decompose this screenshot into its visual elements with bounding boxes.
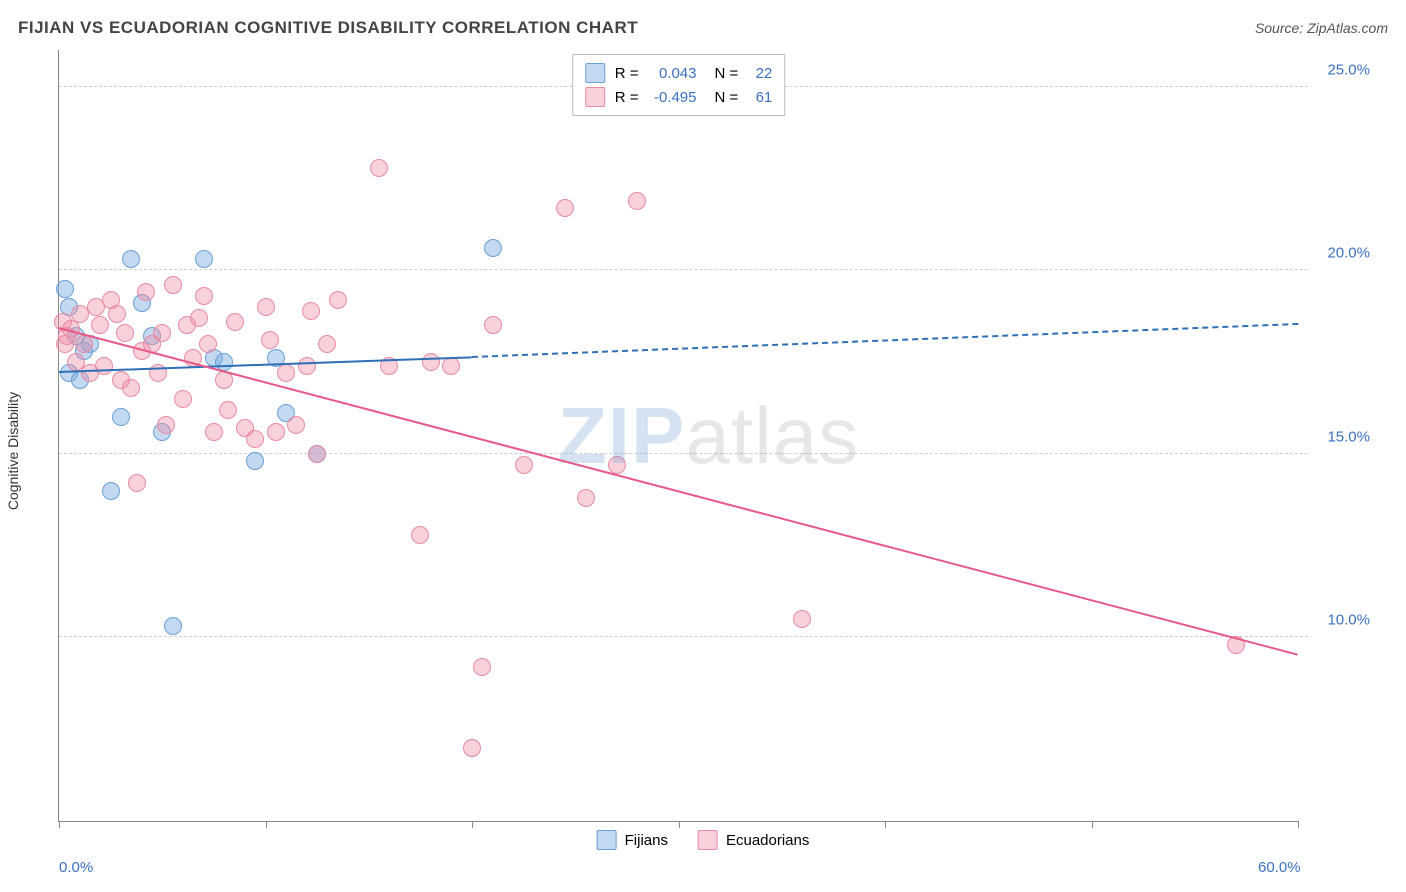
x-tick: [266, 821, 267, 828]
x-tick-label: 0.0%: [59, 859, 93, 876]
x-tick: [472, 821, 473, 828]
data-point: [195, 287, 213, 305]
trendline: [472, 323, 1298, 358]
data-point: [302, 302, 320, 320]
data-point: [318, 335, 336, 353]
data-point: [442, 357, 460, 375]
data-point: [164, 617, 182, 635]
data-point: [137, 283, 155, 301]
data-point: [484, 239, 502, 257]
data-point: [422, 353, 440, 371]
data-point: [463, 739, 481, 757]
data-point: [205, 423, 223, 441]
x-tick: [1298, 821, 1299, 828]
legend-row-fijians: R = 0.043 N = 22: [585, 61, 773, 85]
data-point: [71, 305, 89, 323]
data-point: [56, 335, 74, 353]
swatch-ecuadorians: [585, 87, 605, 107]
data-point: [246, 430, 264, 448]
gridline: [59, 269, 1308, 270]
x-tick-label: 60.0%: [1258, 859, 1301, 876]
n-value-fijians: 22: [748, 65, 772, 82]
data-point: [153, 324, 171, 342]
data-point: [370, 159, 388, 177]
x-tick: [59, 821, 60, 828]
data-point: [577, 489, 595, 507]
chart-title: FIJIAN VS ECUADORIAN COGNITIVE DISABILIT…: [18, 18, 638, 37]
trendline: [59, 327, 1299, 656]
data-point: [116, 324, 134, 342]
legend-item-fijians: Fijians: [597, 830, 668, 850]
data-point: [261, 331, 279, 349]
data-point: [56, 280, 74, 298]
swatch-ecuadorians-icon: [698, 830, 718, 850]
data-point: [329, 291, 347, 309]
data-point: [287, 416, 305, 434]
data-point: [190, 309, 208, 327]
series-legend: Fijians Ecuadorians: [597, 830, 810, 850]
legend-label-ecuadorians: Ecuadorians: [726, 832, 809, 849]
data-point: [308, 445, 326, 463]
gridline: [59, 453, 1308, 454]
data-point: [608, 456, 626, 474]
data-point: [128, 474, 146, 492]
data-point: [298, 357, 316, 375]
data-point: [411, 526, 429, 544]
gridline: [59, 636, 1308, 637]
y-tick-label: 15.0%: [1315, 428, 1370, 445]
data-point: [199, 335, 217, 353]
data-point: [122, 379, 140, 397]
legend-label-fijians: Fijians: [625, 832, 668, 849]
data-point: [122, 250, 140, 268]
trendline: [59, 356, 472, 373]
scatter-plot: ZIPatlas R = 0.043 N = 22 R = -0.495 N =…: [58, 50, 1298, 822]
data-point: [246, 452, 264, 470]
data-point: [515, 456, 533, 474]
swatch-fijians-icon: [597, 830, 617, 850]
data-point: [95, 357, 113, 375]
data-point: [473, 658, 491, 676]
legend-row-ecuadorians: R = -0.495 N = 61: [585, 85, 773, 109]
r-value-ecuadorians: -0.495: [649, 89, 697, 106]
data-point: [226, 313, 244, 331]
data-point: [87, 298, 105, 316]
data-point: [195, 250, 213, 268]
data-point: [267, 423, 285, 441]
data-point: [164, 276, 182, 294]
data-point: [628, 192, 646, 210]
data-point: [102, 482, 120, 500]
n-value-ecuadorians: 61: [748, 89, 772, 106]
x-tick: [885, 821, 886, 828]
data-point: [219, 401, 237, 419]
data-point: [484, 316, 502, 334]
x-tick: [1092, 821, 1093, 828]
y-tick-label: 25.0%: [1315, 61, 1370, 78]
y-tick-label: 10.0%: [1315, 612, 1370, 629]
source-label: Source: ZipAtlas.com: [1255, 20, 1388, 36]
r-value-fijians: 0.043: [649, 65, 697, 82]
data-point: [277, 364, 295, 382]
data-point: [257, 298, 275, 316]
data-point: [91, 316, 109, 334]
data-point: [174, 390, 192, 408]
data-point: [108, 305, 126, 323]
x-tick: [679, 821, 680, 828]
correlation-legend: R = 0.043 N = 22 R = -0.495 N = 61: [572, 54, 786, 116]
data-point: [112, 408, 130, 426]
data-point: [157, 416, 175, 434]
y-axis-label: Cognitive Disability: [5, 392, 21, 510]
data-point: [556, 199, 574, 217]
y-tick-label: 20.0%: [1315, 245, 1370, 262]
data-point: [793, 610, 811, 628]
watermark: ZIPatlas: [558, 390, 859, 482]
swatch-fijians: [585, 63, 605, 83]
legend-item-ecuadorians: Ecuadorians: [698, 830, 809, 850]
